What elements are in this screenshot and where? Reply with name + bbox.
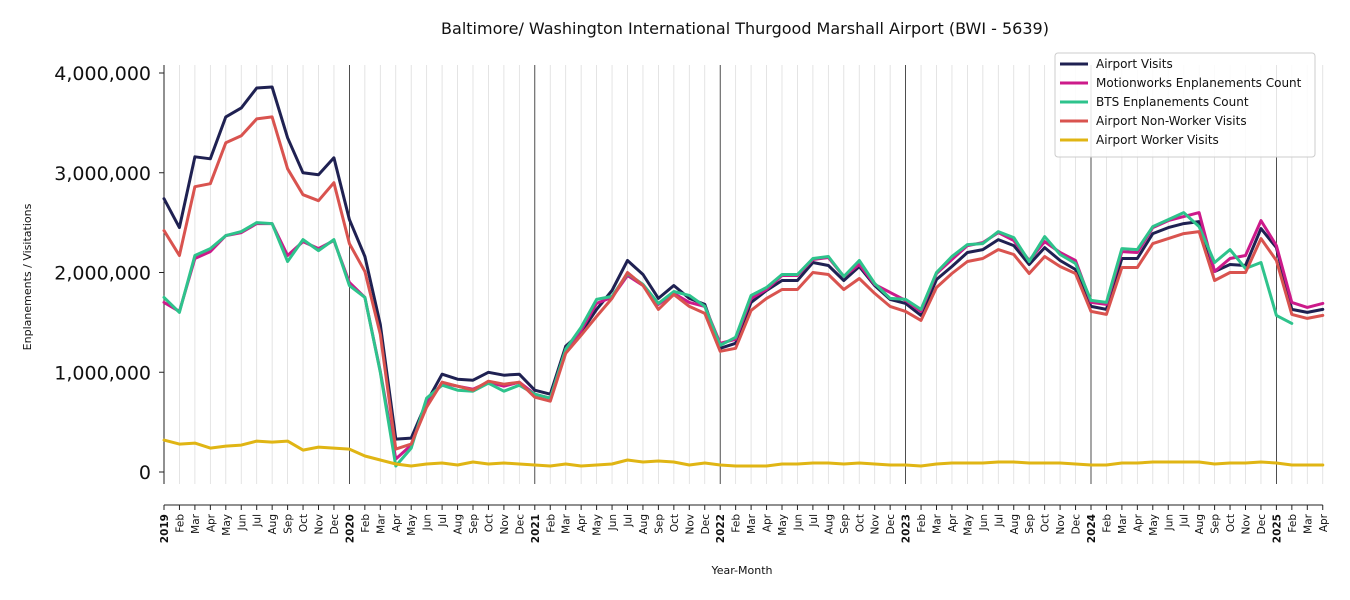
x-tick-label: Feb	[360, 514, 372, 533]
x-tick-label: Apr	[1318, 513, 1330, 532]
x-tick-label: Apr	[576, 513, 588, 532]
x-tick-label: Apr	[947, 513, 959, 532]
x-tick-label: Mar	[190, 513, 202, 533]
x-tick-label: Feb	[731, 514, 743, 533]
y-axis-label: Enplanements / Visitations	[21, 203, 34, 350]
x-tick-label: Jun	[792, 514, 804, 531]
x-tick-label: Mar	[1302, 513, 1314, 533]
x-tick-label: Jun	[1163, 514, 1175, 531]
x-tick-label: 2021	[530, 514, 542, 543]
x-tick-label: 2023	[901, 514, 913, 543]
x-tick-label: Mar	[375, 513, 387, 533]
x-tick-label: Apr	[391, 513, 403, 532]
x-tick-label: Jul	[437, 514, 449, 528]
x-tick-label: May	[592, 514, 604, 536]
x-tick-label: Nov	[314, 514, 326, 535]
x-tick-label: Nov	[1241, 514, 1253, 535]
x-tick-label: 2019	[159, 514, 171, 543]
legend-label: Airport Non-Worker Visits	[1096, 114, 1247, 128]
x-tick-label: Aug	[1194, 514, 1206, 535]
x-tick-label: Jul	[252, 514, 264, 528]
x-tick-label: Aug	[638, 514, 650, 535]
x-tick-label: Dec	[329, 514, 341, 535]
y-tick-label: 2,000,000	[54, 263, 151, 285]
x-tick-label: Sep	[1210, 514, 1222, 534]
x-tick-label: Dec	[514, 514, 526, 535]
x-tick-label: Oct	[483, 514, 495, 532]
x-tick-label: Jun	[607, 514, 619, 531]
x-axis-ticks: 2019 Feb Mar Apr May Jun Jul Aug Sep Oct Nov Dec 202…	[159, 505, 1330, 543]
x-tick-label: Mar	[932, 513, 944, 533]
x-tick-label: Dec	[1071, 514, 1083, 535]
x-tick-label: 2024	[1086, 514, 1098, 543]
x-tick-label: 2022	[715, 514, 727, 543]
x-tick-label: Aug	[823, 514, 835, 535]
x-axis-label: Year-Month	[710, 564, 772, 577]
x-tick-label: Oct	[669, 514, 681, 532]
x-tick-label: Jun	[236, 514, 248, 531]
x-tick-label: Apr	[762, 513, 774, 532]
x-tick-label: Feb	[1287, 514, 1299, 533]
x-tick-label: Sep	[653, 514, 665, 534]
x-tick-label: Nov	[499, 514, 511, 535]
x-tick-label: Apr	[1132, 513, 1144, 532]
x-tick-label: Mar	[746, 513, 758, 533]
y-tick-label: 4,000,000	[54, 63, 151, 85]
x-tick-label: May	[221, 514, 233, 536]
x-tick-label: May	[1148, 514, 1160, 536]
x-tick-label: Jul	[1179, 514, 1191, 528]
series-line-bts-enplanements-count	[162, 211, 1294, 468]
x-tick-label: May	[777, 514, 789, 536]
legend-label: Airport Worker Visits	[1096, 133, 1219, 147]
x-tick-label: Feb	[174, 514, 186, 533]
x-tick-label: Dec	[885, 514, 897, 535]
series-lines	[162, 85, 1325, 468]
legend-label: Motionworks Enplanements Count	[1096, 76, 1302, 90]
x-tick-label: Oct	[854, 514, 866, 532]
x-tick-label: Dec	[700, 514, 712, 535]
x-tick-label: Sep	[283, 514, 295, 534]
legend: Airport Visits Motionworks Enplanements C…	[1054, 52, 1316, 158]
x-tick-label: Sep	[468, 514, 480, 534]
x-tick-label: Feb	[1101, 514, 1113, 533]
x-tick-label: May	[962, 514, 974, 536]
x-tick-label: Dec	[1256, 514, 1268, 535]
x-tick-label: Jul	[623, 514, 635, 528]
x-tick-label: Nov	[870, 514, 882, 535]
x-tick-label: Mar	[1117, 513, 1129, 533]
y-tick-label: 1,000,000	[54, 362, 151, 384]
x-tick-label: Oct	[298, 514, 310, 532]
series-line-airport-worker-visits	[162, 438, 1325, 468]
series-line-airport-non-worker-visits	[162, 115, 1325, 451]
x-tick-label: Feb	[545, 514, 557, 533]
x-tick-label: Jun	[422, 514, 434, 531]
y-axis-ticks: 0 1,000,000 2,000,000 3,000,000 4,000,000	[54, 63, 164, 484]
x-tick-label: Jul	[993, 514, 1005, 528]
legend-box	[1054, 52, 1316, 158]
y-tick-label: 0	[139, 462, 151, 484]
x-tick-label: Nov	[1055, 514, 1067, 535]
legend-label: Airport Visits	[1096, 57, 1173, 71]
axes	[163, 65, 1323, 506]
x-tick-label: Mar	[561, 513, 573, 533]
x-tick-label: Jul	[808, 514, 820, 528]
x-tick-label: Jun	[978, 514, 990, 531]
x-tick-label: Sep	[1024, 514, 1036, 534]
x-tick-label: Aug	[267, 514, 279, 535]
x-tick-label: Oct	[1225, 514, 1237, 532]
x-tick-label: 2020	[344, 514, 356, 543]
x-tick-label: Aug	[453, 514, 465, 535]
x-tick-label: 2025	[1271, 514, 1283, 543]
x-tick-label: Sep	[839, 514, 851, 534]
x-tick-label: Aug	[1009, 514, 1021, 535]
x-tick-label: May	[406, 514, 418, 536]
x-tick-label: Apr	[205, 513, 217, 532]
chart-title: Baltimore/ Washington International Thur…	[441, 19, 1049, 38]
y-tick-label: 3,000,000	[54, 163, 151, 185]
x-tick-label: Feb	[916, 514, 928, 533]
legend-label: BTS Enplanements Count	[1096, 95, 1249, 109]
x-tick-label: Oct	[1040, 514, 1052, 532]
x-tick-label: Nov	[684, 514, 696, 535]
